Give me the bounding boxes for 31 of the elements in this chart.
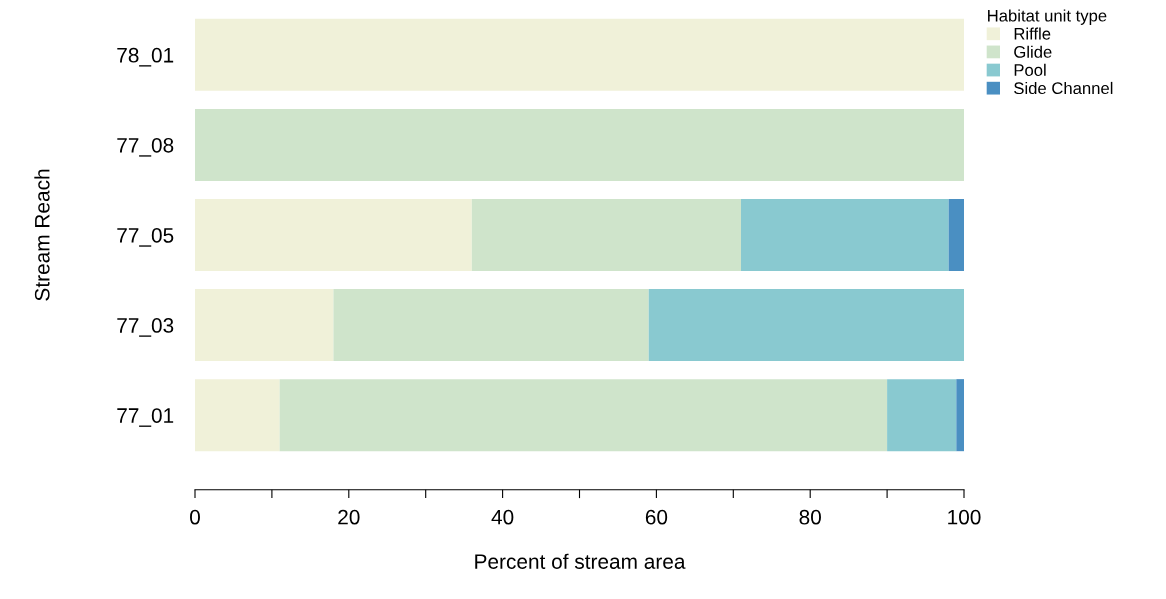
legend-title: Habitat unit type (988, 9, 1107, 25)
bar (195, 289, 334, 362)
x-tick-label: 0 (190, 509, 200, 525)
y-tick-label: 77_01 (117, 408, 174, 427)
y-tick-label: 77_08 (117, 137, 174, 157)
bar (195, 108, 964, 181)
bar (956, 379, 964, 452)
x-tick-label: 40 (491, 509, 514, 525)
x-tick-label: 80 (799, 509, 821, 525)
bar (195, 379, 280, 452)
legend-label: Side Channel (1014, 81, 1113, 95)
y-tick-label: 77_05 (117, 228, 174, 247)
x-tick-label: 100 (948, 509, 981, 525)
legend-label: Pool (1014, 63, 1046, 76)
bar (195, 198, 472, 272)
bar (740, 198, 949, 272)
y-axis-title: Stream Reach (34, 169, 50, 301)
legend-label: Glide (1014, 45, 1052, 58)
bar (333, 289, 649, 362)
bar (471, 198, 741, 272)
bar (887, 379, 957, 452)
bar (279, 379, 888, 452)
x-tick-label: 60 (645, 509, 668, 525)
y-tick-label: 77_03 (117, 318, 174, 337)
x-axis-title: Percent of stream area (475, 553, 686, 569)
bar (948, 198, 964, 272)
y-tick-label: 78_01 (117, 47, 174, 67)
bar (648, 289, 964, 362)
legend-label: Riffle (1014, 27, 1051, 40)
x-tick-label: 20 (338, 509, 360, 525)
bar (195, 18, 964, 91)
